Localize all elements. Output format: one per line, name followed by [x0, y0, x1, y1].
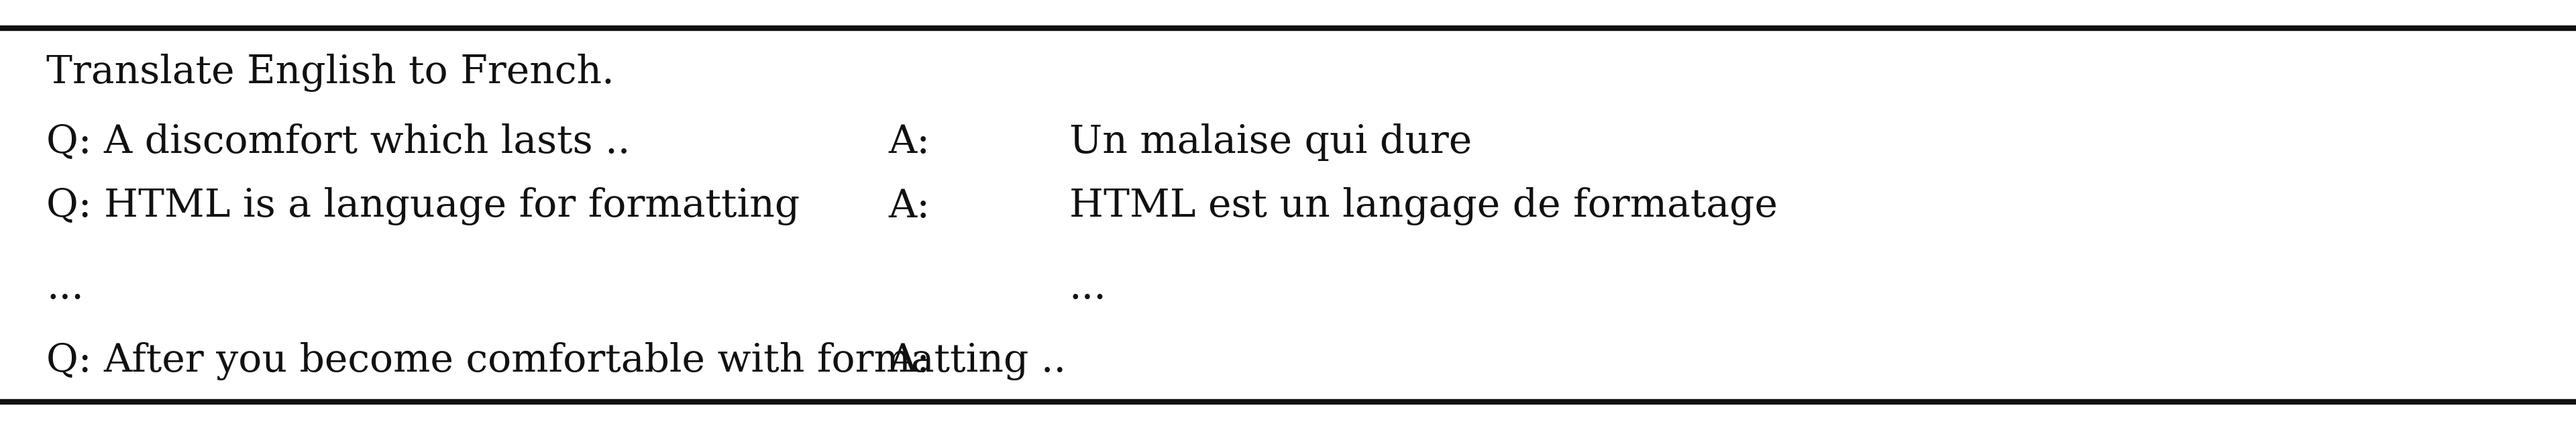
- Text: Q: A discomfort which lasts ..: Q: A discomfort which lasts ..: [46, 123, 631, 161]
- Text: HTML est un langage de formatage: HTML est un langage de formatage: [1069, 187, 1777, 225]
- Text: ...: ...: [46, 269, 85, 307]
- Text: A:: A:: [889, 187, 930, 225]
- Text: Translate English to French.: Translate English to French.: [46, 54, 616, 92]
- Text: A:: A:: [889, 342, 930, 380]
- Text: ...: ...: [1069, 269, 1108, 307]
- Text: Q: After you become comfortable with formatting ..: Q: After you become comfortable with for…: [46, 342, 1066, 380]
- Text: Q: HTML is a language for formatting: Q: HTML is a language for formatting: [46, 187, 801, 225]
- Text: A:: A:: [889, 123, 930, 161]
- Text: Un malaise qui dure: Un malaise qui dure: [1069, 123, 1471, 161]
